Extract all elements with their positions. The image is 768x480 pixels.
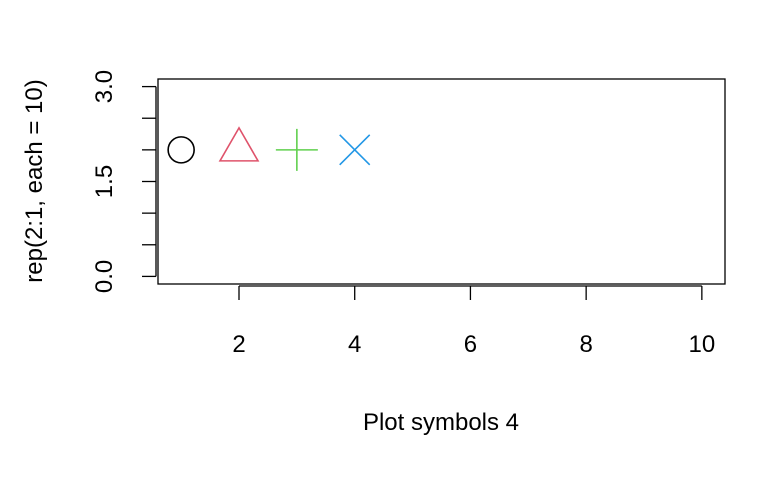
x-tick-label: 2 [232,331,245,358]
point-triangle [218,126,260,162]
x-tick-label: 10 [689,331,716,358]
point-plus [275,128,318,171]
x-axis-title: Plot symbols 4 [363,409,519,436]
y-axis: 0.0 1.5 3.0 [91,70,157,293]
x-tick-label: 8 [579,331,592,358]
x-tick-label: 6 [464,331,477,358]
y-axis-title: rep(2:1, each = 10) [21,79,48,282]
y-tick-label: 1.5 [91,165,118,198]
y-tick-label: 0.0 [91,260,118,293]
x-axis: 2 4 6 8 10 [232,285,716,358]
data-points [167,126,371,171]
point-circle [167,136,195,164]
x-tick-label: 4 [348,331,361,358]
plot-frame [157,78,726,285]
point-cross [339,134,371,166]
y-tick-label: 3.0 [91,70,118,103]
